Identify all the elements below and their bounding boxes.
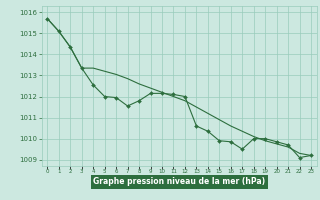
X-axis label: Graphe pression niveau de la mer (hPa): Graphe pression niveau de la mer (hPa) — [93, 177, 265, 186]
